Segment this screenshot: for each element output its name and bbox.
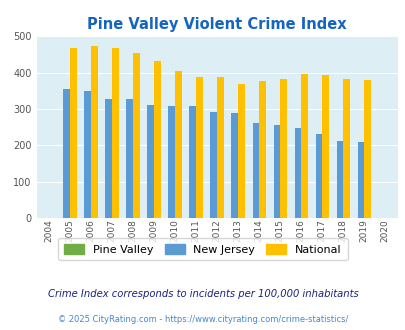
Bar: [84, 91, 91, 218]
Bar: [147, 105, 154, 218]
Legend: Pine Valley, New Jersey, National: Pine Valley, New Jersey, National: [58, 238, 347, 260]
Title: Pine Valley Violent Crime Index: Pine Valley Violent Crime Index: [87, 17, 346, 32]
Bar: [196, 77, 202, 218]
Bar: [189, 106, 196, 218]
Bar: [133, 52, 140, 218]
Bar: [217, 77, 224, 218]
Bar: [231, 113, 238, 218]
Bar: [210, 112, 217, 218]
Bar: [70, 48, 77, 218]
Bar: [258, 81, 265, 218]
Bar: [294, 128, 301, 218]
Text: Crime Index corresponds to incidents per 100,000 inhabitants: Crime Index corresponds to incidents per…: [47, 289, 358, 299]
Bar: [336, 141, 342, 218]
Bar: [315, 134, 322, 218]
Bar: [273, 124, 279, 218]
Bar: [168, 106, 175, 218]
Bar: [238, 84, 244, 218]
Bar: [363, 80, 370, 218]
Bar: [342, 80, 349, 218]
Bar: [63, 89, 70, 218]
Bar: [112, 48, 119, 218]
Bar: [91, 46, 98, 218]
Bar: [252, 123, 258, 218]
Bar: [357, 142, 363, 218]
Text: © 2025 CityRating.com - https://www.cityrating.com/crime-statistics/: © 2025 CityRating.com - https://www.city…: [58, 315, 347, 324]
Bar: [279, 79, 286, 218]
Bar: [322, 75, 328, 218]
Bar: [175, 71, 181, 218]
Bar: [126, 99, 133, 218]
Bar: [105, 99, 112, 218]
Bar: [301, 74, 307, 218]
Bar: [154, 61, 160, 218]
